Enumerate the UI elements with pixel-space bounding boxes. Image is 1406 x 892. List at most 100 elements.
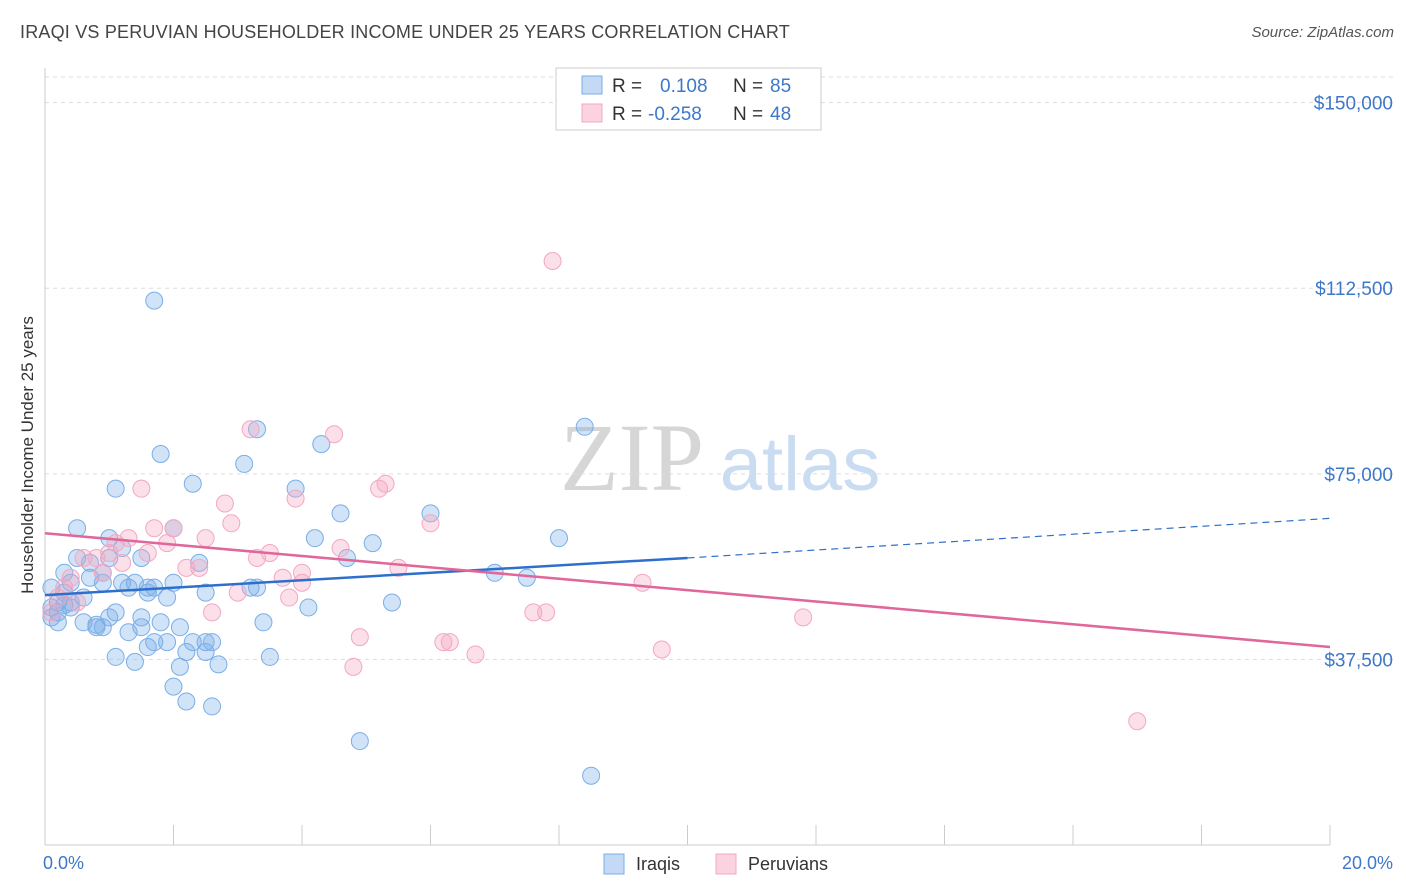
peruvians-point-33	[331, 539, 350, 558]
peruvians-point-17	[177, 558, 196, 577]
iraqis-point-32	[132, 608, 151, 627]
peruvians-point-0	[42, 603, 61, 622]
stats-peruvians-n-value: 48	[770, 104, 791, 125]
peruvians-point-34	[344, 657, 363, 676]
iraqis-point-69	[312, 435, 331, 454]
iraqis-point-68	[305, 529, 324, 548]
iraqis-point-38	[145, 633, 164, 652]
iraqis-point-59	[209, 655, 228, 674]
iraqis-point-66	[286, 479, 305, 498]
peruvians-point-16	[164, 519, 183, 538]
iraqis-point-52	[183, 474, 202, 493]
watermark: ZIP atlas	[560, 404, 880, 511]
peruvians-point-45	[543, 252, 562, 271]
x-tick-labels: 0.0% 20.0%	[43, 853, 1393, 873]
iraqis-point-65	[260, 647, 279, 666]
peruvians-point-2	[55, 578, 74, 597]
iraqis-point-23	[106, 479, 125, 498]
iraqis-point-55	[196, 642, 215, 661]
iraqis-point-62	[248, 420, 267, 439]
iraqis-point-43	[158, 633, 177, 652]
iraqis-point-50	[177, 642, 196, 661]
stats-iraqis-r-value: 0.108	[660, 76, 708, 97]
peruvians-point-11	[119, 529, 138, 548]
iraqis-point-57	[203, 633, 222, 652]
peruvians-point-42	[466, 645, 485, 664]
iraqis-point-67	[299, 598, 318, 617]
iraqis-point-40	[151, 613, 170, 632]
series-legend: Iraqis Peruvians	[603, 853, 828, 875]
peruvians-point-13	[138, 544, 157, 563]
peruvians-point-22	[222, 514, 241, 533]
watermark-atlas: atlas	[720, 422, 881, 507]
source-label: Source: ZipAtlas.com	[1251, 24, 1394, 41]
iraqis-point-70	[331, 504, 350, 523]
iraqis-point-49	[177, 692, 196, 711]
peruvians-point-48	[794, 608, 813, 627]
legend-label-peruvians: Peruvians	[748, 854, 828, 874]
iraqis-point-24	[106, 603, 125, 622]
peruvians-point-7	[93, 563, 112, 582]
iraqis-point-83	[138, 583, 157, 602]
peruvians-point-32	[325, 425, 344, 444]
legend-swatch-iraqis	[603, 853, 625, 875]
iraqis-point-73	[363, 534, 382, 553]
iraqis-point-48	[170, 618, 189, 637]
iraqis-point-51	[183, 633, 202, 652]
y-tick-label-1: $75,000	[1324, 465, 1393, 486]
iraqis-point-64	[254, 613, 273, 632]
peruvians-point-47	[652, 640, 671, 659]
iraqis-point-56	[196, 583, 215, 602]
iraqis-trend-extension	[687, 517, 1331, 559]
peruvians-point-44	[537, 603, 556, 622]
iraqis-point-41	[151, 445, 170, 464]
y-tick-label-0: $37,500	[1324, 650, 1393, 671]
peruvians-point-49	[1128, 712, 1147, 731]
stats-swatch-iraqis	[581, 75, 603, 95]
peruvians-point-18	[190, 558, 209, 577]
peruvians-point-14	[145, 519, 164, 538]
peruvians-trend-line	[44, 531, 1331, 649]
stats-peruvians-r-label: R =	[612, 104, 642, 125]
peruvians-point-27	[273, 568, 292, 587]
iraqis-point-75	[421, 504, 440, 523]
x-tick-label-1: 20.0%	[1342, 853, 1393, 873]
stats-swatch-peruvians	[581, 103, 603, 123]
iraqis-point-39	[145, 291, 164, 310]
peruvians-point-37	[376, 474, 395, 493]
iraqis-point-30	[125, 652, 144, 671]
peruvians-point-29	[286, 489, 305, 508]
iraqis-point-58	[203, 697, 222, 716]
watermark-zip: ZIP	[560, 404, 704, 511]
stats-peruvians-n-label: N =	[733, 104, 763, 125]
peruvians-point-10	[113, 553, 132, 572]
iraqis-point-60	[235, 454, 254, 473]
iraqis-point-72	[350, 732, 369, 751]
x-tick-label-0: 0.0%	[43, 853, 84, 873]
iraqis-point-25	[106, 647, 125, 666]
peruvians-point-8	[100, 544, 119, 563]
peruvians-point-43	[524, 603, 543, 622]
series-iraqis-points	[42, 291, 601, 785]
stats-iraqis-r-label: R =	[612, 76, 642, 97]
peruvians-point-39	[421, 514, 440, 533]
stats-iraqis-n-value: 85	[770, 76, 791, 97]
legend-swatch-peruvians	[715, 853, 737, 875]
y-axis-label: Householder Income Under 25 years	[18, 316, 37, 594]
stats-iraqis-n-label: N =	[733, 76, 763, 97]
iraqis-point-54	[196, 633, 215, 652]
iraqis-point-80	[582, 766, 601, 785]
grid-lines	[45, 76, 1395, 660]
peruvians-point-31	[293, 573, 311, 592]
iraqis-point-81	[48, 613, 67, 632]
axes	[44, 68, 1331, 846]
peruvians-point-41	[440, 633, 459, 652]
y-tick-label-3: $150,000	[1314, 94, 1393, 115]
iraqis-point-82	[93, 618, 112, 637]
iraqis-point-34	[132, 618, 151, 637]
peruvians-point-23	[228, 583, 247, 602]
peruvians-point-28	[280, 588, 299, 607]
iraqis-trend-line	[44, 556, 688, 597]
iraqis-point-44	[164, 677, 183, 696]
peruvians-point-5	[74, 548, 93, 567]
